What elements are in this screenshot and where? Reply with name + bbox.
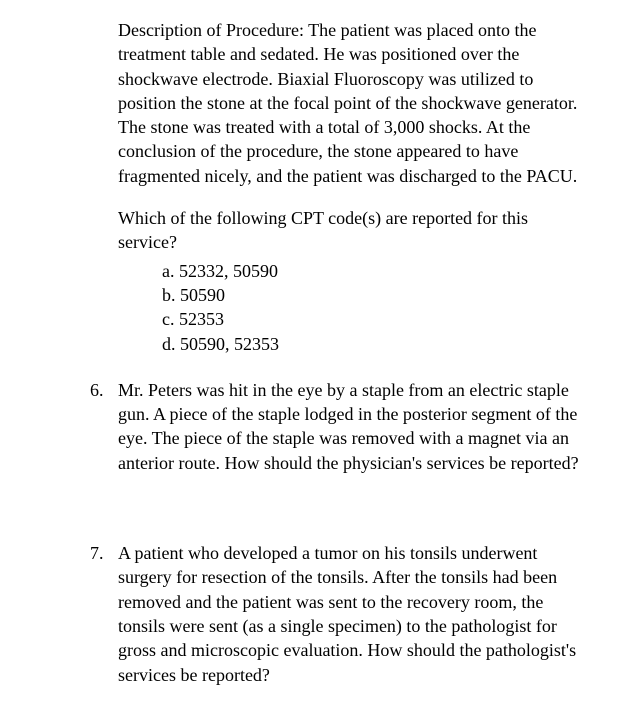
question-7-text: A patient who developed a tumor on his t…	[118, 541, 584, 687]
option-a: a. 52332, 50590	[162, 259, 584, 283]
cpt-question-stem: Which of the following CPT code(s) are r…	[118, 206, 584, 255]
cpt-options: a. 52332, 50590 b. 50590 c. 52353 d. 505…	[162, 259, 584, 356]
question-6: 6. Mr. Peters was hit in the eye by a st…	[90, 378, 584, 475]
procedure-description: Description of Procedure: The patient wa…	[118, 18, 584, 188]
option-b: b. 50590	[162, 283, 584, 307]
question-6-text: Mr. Peters was hit in the eye by a stapl…	[118, 378, 584, 475]
option-c: c. 52353	[162, 307, 584, 331]
question-7: 7. A patient who developed a tumor on hi…	[90, 541, 584, 687]
option-d: d. 50590, 52353	[162, 332, 584, 356]
spacer	[80, 497, 584, 541]
document-page: Description of Procedure: The patient wa…	[0, 0, 644, 719]
question-7-number: 7.	[90, 541, 118, 687]
question-6-number: 6.	[90, 378, 118, 475]
